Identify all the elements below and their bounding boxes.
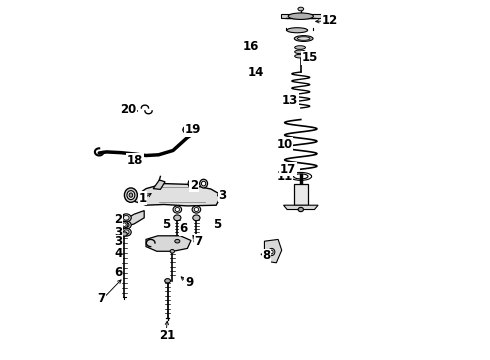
Ellipse shape (191, 130, 197, 136)
Ellipse shape (175, 239, 180, 243)
Ellipse shape (123, 222, 129, 228)
Ellipse shape (121, 228, 131, 236)
Ellipse shape (201, 181, 206, 186)
Ellipse shape (170, 249, 174, 253)
Ellipse shape (298, 207, 303, 212)
Ellipse shape (192, 206, 201, 213)
Polygon shape (122, 211, 144, 228)
Ellipse shape (190, 181, 194, 186)
Polygon shape (294, 184, 308, 205)
Ellipse shape (188, 179, 196, 188)
Text: 6: 6 (114, 266, 122, 279)
Text: 7: 7 (97, 292, 105, 305)
Ellipse shape (122, 223, 126, 226)
Text: 21: 21 (159, 329, 176, 342)
Ellipse shape (298, 7, 304, 11)
Text: 14: 14 (247, 66, 264, 78)
Ellipse shape (287, 28, 308, 33)
Ellipse shape (294, 36, 313, 41)
Text: 3: 3 (114, 235, 122, 248)
Ellipse shape (122, 232, 127, 236)
Ellipse shape (165, 279, 171, 283)
Text: 15: 15 (302, 51, 318, 64)
Ellipse shape (294, 46, 305, 49)
Text: 11: 11 (276, 170, 293, 183)
Ellipse shape (121, 221, 131, 229)
Polygon shape (281, 14, 320, 18)
Text: 2: 2 (190, 179, 198, 192)
Ellipse shape (194, 207, 198, 211)
Text: 3: 3 (219, 189, 227, 202)
Ellipse shape (199, 179, 208, 188)
Ellipse shape (129, 193, 133, 197)
Ellipse shape (124, 188, 137, 202)
Text: 12: 12 (321, 14, 338, 27)
Text: 9: 9 (185, 276, 194, 289)
Text: 3: 3 (114, 226, 122, 239)
Ellipse shape (175, 207, 179, 211)
Ellipse shape (270, 250, 273, 254)
Text: 1: 1 (138, 192, 147, 204)
Ellipse shape (288, 13, 314, 19)
Polygon shape (284, 205, 318, 210)
Text: 5: 5 (213, 219, 221, 231)
Text: 20: 20 (120, 103, 136, 116)
Text: 18: 18 (127, 154, 144, 167)
Ellipse shape (183, 128, 190, 133)
Ellipse shape (218, 192, 225, 199)
Polygon shape (146, 236, 191, 251)
Text: 13: 13 (282, 94, 298, 107)
Polygon shape (153, 180, 165, 189)
Ellipse shape (173, 206, 182, 213)
Text: 2: 2 (114, 213, 122, 226)
Text: 6: 6 (180, 222, 188, 235)
Ellipse shape (194, 239, 199, 243)
Polygon shape (265, 239, 282, 263)
Ellipse shape (121, 221, 128, 228)
Ellipse shape (294, 54, 305, 58)
Ellipse shape (123, 215, 129, 220)
Ellipse shape (297, 37, 310, 40)
Ellipse shape (294, 50, 305, 54)
Polygon shape (135, 184, 221, 206)
Text: 17: 17 (280, 163, 296, 176)
Text: 5: 5 (162, 219, 171, 231)
Ellipse shape (174, 215, 181, 221)
Text: 16: 16 (243, 40, 259, 53)
Ellipse shape (121, 214, 131, 222)
Text: 10: 10 (276, 138, 293, 150)
Ellipse shape (193, 215, 200, 221)
Ellipse shape (269, 248, 275, 256)
Ellipse shape (127, 191, 135, 199)
Text: 7: 7 (194, 235, 202, 248)
Text: 4: 4 (114, 247, 122, 260)
Ellipse shape (123, 230, 129, 235)
Text: 8: 8 (263, 249, 270, 262)
Ellipse shape (183, 126, 192, 133)
Text: 19: 19 (185, 123, 201, 136)
